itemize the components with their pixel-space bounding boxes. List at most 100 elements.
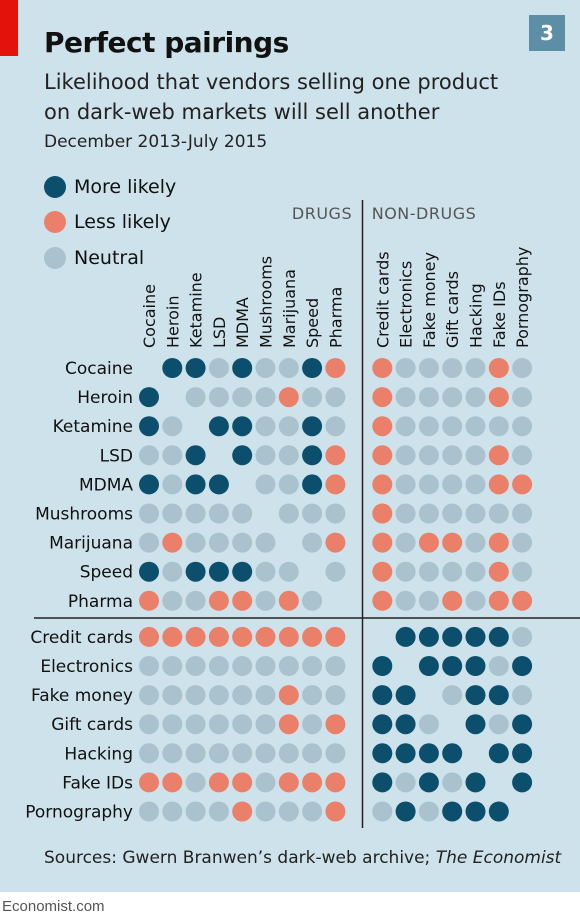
- dot-gift-cards-mushrooms: [255, 714, 276, 735]
- dot-speed-heroin: [162, 561, 183, 582]
- dot-pharma-mushrooms: [255, 590, 276, 611]
- dot-heroin-gift-cards: [442, 387, 463, 408]
- dot-pharma-credit-cards: [372, 590, 393, 611]
- dot-fake-money-cocaine: [139, 685, 159, 706]
- dot-ketamine-heroin: [162, 416, 183, 437]
- dot-speed-pharma: [325, 561, 346, 582]
- dot-cocaine-credit-cards: [372, 358, 393, 378]
- dot-pornography-electronics: [395, 801, 416, 822]
- dot-marijuana-fake-money: [418, 532, 439, 553]
- dot-lsd-pharma: [325, 445, 346, 466]
- dot-mdma-ketamine: [185, 474, 206, 495]
- dot-mushrooms-pharma: [325, 503, 346, 524]
- dot-heroin-ketamine: [185, 387, 206, 408]
- row-label-pornography: Pornography: [25, 803, 133, 823]
- dot-marijuana-mdma: [232, 532, 253, 553]
- dot-mdma-credit-cards: [372, 474, 393, 495]
- dot-mushrooms-fake-money: [418, 503, 439, 524]
- dot-pornography-ketamine: [185, 801, 206, 822]
- row-label-heroin: Heroin: [77, 388, 133, 408]
- heatmap-matrix: DRUGS NON-DRUGS Cocaine Heroin Ketamine LSD…: [25, 200, 580, 828]
- dot-cocaine-mushrooms: [255, 358, 276, 378]
- column-label-mushrooms: Mushrooms: [257, 256, 276, 348]
- dot-lsd-speed: [302, 445, 323, 466]
- dot-credit-cards-ketamine: [185, 626, 206, 647]
- dot-heroin-lsd: [208, 387, 229, 408]
- dot-cocaine-ketamine: [185, 358, 206, 378]
- dot-gift-cards-marijuana: [278, 714, 299, 735]
- dot-fake-money-credit-cards: [372, 685, 393, 706]
- dot-gift-cards-cocaine: [139, 714, 159, 735]
- dot-pornography-speed: [302, 801, 323, 822]
- dot-electronics-mushrooms: [255, 656, 276, 676]
- dot-lsd-ketamine: [185, 445, 206, 466]
- dot-fake-money-heroin: [162, 685, 183, 706]
- dot-pornography-cocaine: [139, 801, 159, 822]
- row-label-fake-money: Fake money: [31, 686, 133, 706]
- dot-lsd-cocaine: [139, 445, 159, 466]
- dot-credit-cards-hacking: [465, 626, 486, 647]
- dot-electronics-marijuana: [278, 656, 299, 676]
- dot-credit-cards-lsd: [208, 626, 229, 647]
- dot-hacking-heroin: [162, 743, 183, 764]
- dot-hacking-pharma: [325, 743, 346, 764]
- dot-fake-ids-electronics: [395, 772, 416, 793]
- column-label-ketamine: Ketamine: [187, 272, 206, 348]
- row-label-marijuana: Marijuana: [49, 534, 133, 554]
- dot-gift-cards-hacking: [465, 714, 486, 735]
- dot-fake-ids-cocaine: [139, 772, 159, 793]
- dot-cocaine-electronics: [395, 358, 416, 378]
- dot-marijuana-heroin: [162, 532, 183, 553]
- row-label-cocaine: Cocaine: [65, 359, 133, 379]
- dot-pornography-fake-money: [418, 801, 439, 822]
- dot-marijuana-pornography: [512, 532, 533, 553]
- column-label-cocaine: Cocaine: [140, 284, 159, 348]
- dot-lsd-fake-ids: [488, 445, 509, 466]
- dot-pharma-fake-money: [418, 590, 439, 611]
- chart-subtitle-line2: on dark-web markets will sell another: [44, 100, 440, 124]
- chart-source: Sources: Gwern Branwen’s dark-web archiv…: [44, 848, 561, 868]
- dot-pornography-hacking: [465, 801, 486, 822]
- dot-mushrooms-gift-cards: [442, 503, 463, 524]
- dot-cocaine-heroin: [162, 358, 183, 378]
- dot-heroin-hacking: [465, 387, 486, 408]
- dot-ketamine-mdma: [232, 416, 253, 437]
- dot-ketamine-hacking: [465, 416, 486, 437]
- dot-fake-ids-pharma: [325, 772, 346, 793]
- dot-fake-money-marijuana: [278, 685, 299, 706]
- dot-gift-cards-fake-money: [418, 714, 439, 735]
- dot-fake-money-speed: [302, 685, 323, 706]
- dot-fake-ids-mushrooms: [255, 772, 276, 793]
- dot-mdma-heroin: [162, 474, 183, 495]
- dot-fake-ids-heroin: [162, 772, 183, 793]
- dot-speed-ketamine: [185, 561, 206, 582]
- dot-lsd-gift-cards: [442, 445, 463, 466]
- dot-marijuana-electronics: [395, 532, 416, 553]
- dot-lsd-mushrooms: [255, 445, 276, 466]
- dot-lsd-fake-money: [418, 445, 439, 466]
- dot-marijuana-fake-ids: [488, 532, 509, 553]
- dot-pharma-hacking: [465, 590, 486, 611]
- row-label-mdma: MDMA: [79, 475, 133, 495]
- dot-marijuana-hacking: [465, 532, 486, 553]
- dot-heroin-electronics: [395, 387, 416, 408]
- dot-pharma-lsd: [208, 590, 229, 611]
- dot-lsd-heroin: [162, 445, 183, 466]
- dot-hacking-electronics: [395, 743, 416, 764]
- dot-credit-cards-mushrooms: [255, 626, 276, 647]
- dot-credit-cards-heroin: [162, 626, 183, 647]
- dot-fake-ids-hacking: [465, 772, 486, 793]
- dot-electronics-cocaine: [139, 656, 159, 676]
- column-label-speed: Speed: [303, 298, 322, 348]
- dot-cocaine-hacking: [465, 358, 486, 378]
- dot-marijuana-lsd: [208, 532, 229, 553]
- dot-fake-ids-lsd: [208, 772, 229, 793]
- dot-speed-cocaine: [139, 561, 159, 582]
- dot-ketamine-pornography: [512, 416, 533, 437]
- dot-pharma-electronics: [395, 590, 416, 611]
- dot-fake-ids-speed: [302, 772, 323, 793]
- legend-item-more-likely: More likely: [44, 174, 176, 200]
- dot-cocaine-speed: [302, 358, 323, 378]
- dot-fake-ids-gift-cards: [442, 772, 463, 793]
- dot-marijuana-pharma: [325, 532, 346, 553]
